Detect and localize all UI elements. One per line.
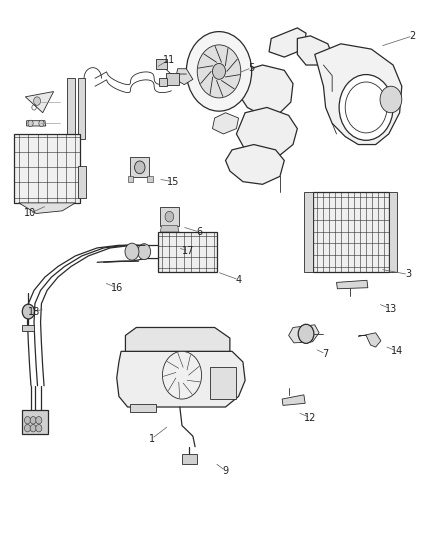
Text: 6: 6 <box>196 227 202 237</box>
Bar <box>78 78 85 139</box>
Circle shape <box>298 324 314 343</box>
Bar <box>130 157 149 177</box>
Bar <box>147 176 153 182</box>
Circle shape <box>134 161 145 174</box>
Circle shape <box>30 424 36 432</box>
Polygon shape <box>27 120 46 126</box>
Text: 14: 14 <box>391 346 403 357</box>
Circle shape <box>138 244 151 260</box>
Text: 12: 12 <box>304 413 317 423</box>
Circle shape <box>212 63 226 79</box>
Circle shape <box>28 120 33 126</box>
Bar <box>67 78 74 139</box>
Text: 7: 7 <box>322 349 329 359</box>
Polygon shape <box>239 65 293 115</box>
Circle shape <box>197 45 241 98</box>
Polygon shape <box>125 327 230 351</box>
Text: 2: 2 <box>410 31 416 41</box>
Polygon shape <box>315 44 402 144</box>
Circle shape <box>165 212 174 222</box>
Circle shape <box>34 97 41 106</box>
Bar <box>22 410 48 433</box>
Circle shape <box>25 417 31 424</box>
Polygon shape <box>117 351 245 407</box>
Text: 15: 15 <box>167 176 180 187</box>
Polygon shape <box>297 36 332 65</box>
Polygon shape <box>237 108 297 158</box>
Text: 9: 9 <box>223 466 229 475</box>
Text: 3: 3 <box>405 270 411 279</box>
Circle shape <box>36 417 42 424</box>
Text: 5: 5 <box>248 63 255 72</box>
Circle shape <box>36 424 42 432</box>
Circle shape <box>380 86 402 113</box>
Bar <box>210 367 237 399</box>
Bar <box>304 192 314 272</box>
Text: 10: 10 <box>24 208 36 219</box>
Circle shape <box>25 424 31 432</box>
Polygon shape <box>25 92 53 113</box>
Polygon shape <box>282 395 305 406</box>
Bar <box>156 59 167 69</box>
Text: 1: 1 <box>148 434 155 444</box>
Text: 17: 17 <box>182 246 195 256</box>
Circle shape <box>339 75 393 140</box>
Bar <box>166 73 179 85</box>
Text: 13: 13 <box>385 304 397 314</box>
Polygon shape <box>226 144 284 184</box>
Text: 4: 4 <box>236 274 242 285</box>
Polygon shape <box>336 280 368 289</box>
Circle shape <box>30 417 36 424</box>
Bar <box>182 454 197 464</box>
Bar <box>130 405 156 413</box>
Bar <box>160 207 179 225</box>
Text: 18: 18 <box>28 306 40 317</box>
Circle shape <box>125 243 139 260</box>
Bar <box>158 232 217 272</box>
Circle shape <box>39 120 44 126</box>
Text: 16: 16 <box>111 282 123 293</box>
Circle shape <box>186 31 252 111</box>
Polygon shape <box>269 28 306 57</box>
Polygon shape <box>212 113 239 134</box>
Polygon shape <box>176 69 193 85</box>
Circle shape <box>162 351 201 399</box>
Bar <box>22 325 35 331</box>
Bar <box>14 134 80 203</box>
Bar <box>389 192 397 272</box>
Polygon shape <box>358 333 381 347</box>
Bar <box>159 78 167 86</box>
Circle shape <box>22 304 35 319</box>
Bar <box>127 176 133 182</box>
Polygon shape <box>19 203 75 214</box>
Polygon shape <box>160 225 179 232</box>
Bar <box>78 166 86 198</box>
Text: 11: 11 <box>163 55 175 64</box>
Bar <box>313 192 389 272</box>
Polygon shape <box>289 325 319 343</box>
